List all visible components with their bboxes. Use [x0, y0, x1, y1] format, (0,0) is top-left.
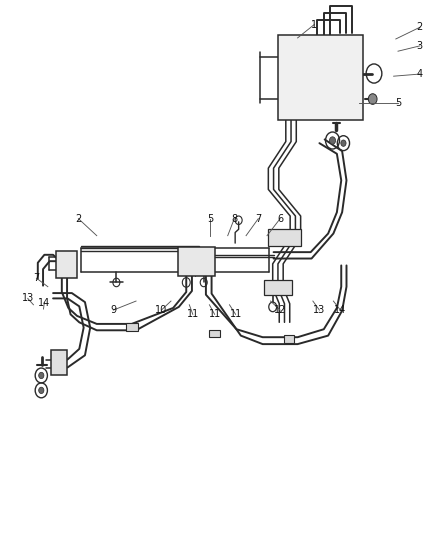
- Text: 13: 13: [21, 293, 34, 303]
- Circle shape: [329, 137, 336, 144]
- Text: 9: 9: [110, 305, 117, 315]
- Circle shape: [341, 140, 346, 147]
- Text: 7: 7: [255, 214, 261, 224]
- Text: 13: 13: [313, 305, 325, 315]
- Text: 8: 8: [231, 214, 237, 224]
- Bar: [209, 330, 220, 337]
- Circle shape: [39, 372, 44, 378]
- Bar: [51, 350, 67, 375]
- Text: 5: 5: [207, 214, 213, 224]
- Text: 4: 4: [417, 69, 423, 79]
- Text: 2: 2: [417, 22, 423, 33]
- Text: 14: 14: [334, 305, 346, 315]
- Text: 2: 2: [75, 214, 81, 224]
- Text: 5: 5: [395, 98, 401, 108]
- Text: 6: 6: [277, 214, 283, 224]
- Text: 14: 14: [38, 297, 50, 308]
- Bar: [278, 35, 363, 120]
- Circle shape: [368, 94, 377, 104]
- Text: 1: 1: [311, 20, 317, 30]
- Text: 10: 10: [155, 305, 167, 315]
- Bar: [268, 229, 301, 246]
- Bar: [284, 335, 294, 343]
- Text: 11: 11: [230, 309, 242, 319]
- Text: 7: 7: [33, 273, 39, 283]
- Bar: [126, 323, 138, 332]
- Bar: [264, 280, 292, 295]
- Text: 11: 11: [187, 309, 199, 319]
- Circle shape: [39, 387, 44, 393]
- Text: 12: 12: [274, 305, 286, 315]
- Text: 3: 3: [417, 41, 423, 51]
- Bar: [177, 247, 215, 276]
- Bar: [56, 251, 77, 278]
- Text: 11: 11: [208, 309, 221, 319]
